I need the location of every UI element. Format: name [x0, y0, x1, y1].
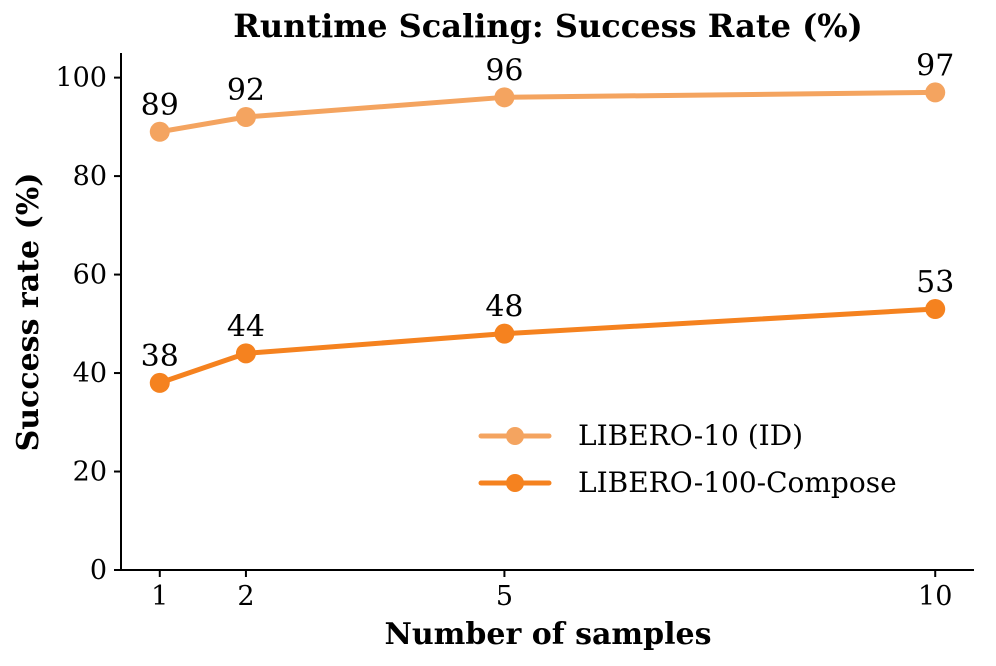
chart-title: Runtime Scaling: Success Rate (%) [233, 7, 863, 45]
data-point-marker [149, 121, 170, 142]
data-point-label: 89 [141, 88, 179, 123]
y-tick-label: 0 [90, 555, 107, 586]
y-axis-label: Success rate (%) [11, 173, 46, 452]
data-point-marker [494, 323, 515, 344]
y-tick-label: 60 [73, 260, 107, 291]
x-axis-label: Number of samples [384, 617, 711, 652]
x-tick-label: 5 [496, 581, 513, 612]
legend: LIBERO-10 (ID) LIBERO-100-Compose [478, 419, 897, 499]
series-line [157, 89, 938, 135]
data-point-label: 96 [485, 53, 523, 88]
data-point-marker [149, 372, 170, 393]
data-point-marker [494, 87, 515, 108]
y-tick-label: 80 [73, 161, 107, 192]
legend-marker-icon-libero-100-compose [506, 474, 524, 492]
legend-entry-libero-100-compose: LIBERO-100-Compose [478, 466, 897, 499]
x-tick-label: 1 [151, 581, 168, 612]
data-point-label: 97 [916, 48, 954, 83]
series-group: 89 92 96 97 38 44 48 53 [141, 48, 954, 393]
legend-label-libero-10: LIBERO-10 (ID) [578, 419, 803, 452]
legend-marker-icon-libero-10 [506, 427, 524, 445]
data-point-label: 38 [141, 339, 179, 374]
y-tick-label: 40 [73, 358, 107, 389]
data-point-label: 48 [485, 290, 523, 325]
data-point-marker [925, 82, 946, 103]
x-tick-label: 2 [237, 581, 254, 612]
y-tick-label: 20 [73, 457, 107, 488]
data-point-marker [925, 299, 946, 320]
data-point-marker [235, 107, 256, 128]
data-point-label: 44 [227, 309, 265, 344]
data-point-marker [235, 343, 256, 364]
data-point-label: 53 [916, 265, 954, 300]
legend-entry-libero-10: LIBERO-10 (ID) [478, 419, 803, 452]
x-tick-label: 10 [918, 581, 952, 612]
y-tick-label: 100 [55, 63, 107, 94]
series-line [157, 306, 938, 386]
legend-label-libero-100-compose: LIBERO-100-Compose [578, 466, 897, 499]
axes: 0 20 40 60 80 100 1 2 5 10 [55, 53, 974, 612]
data-point-label: 92 [227, 73, 265, 108]
